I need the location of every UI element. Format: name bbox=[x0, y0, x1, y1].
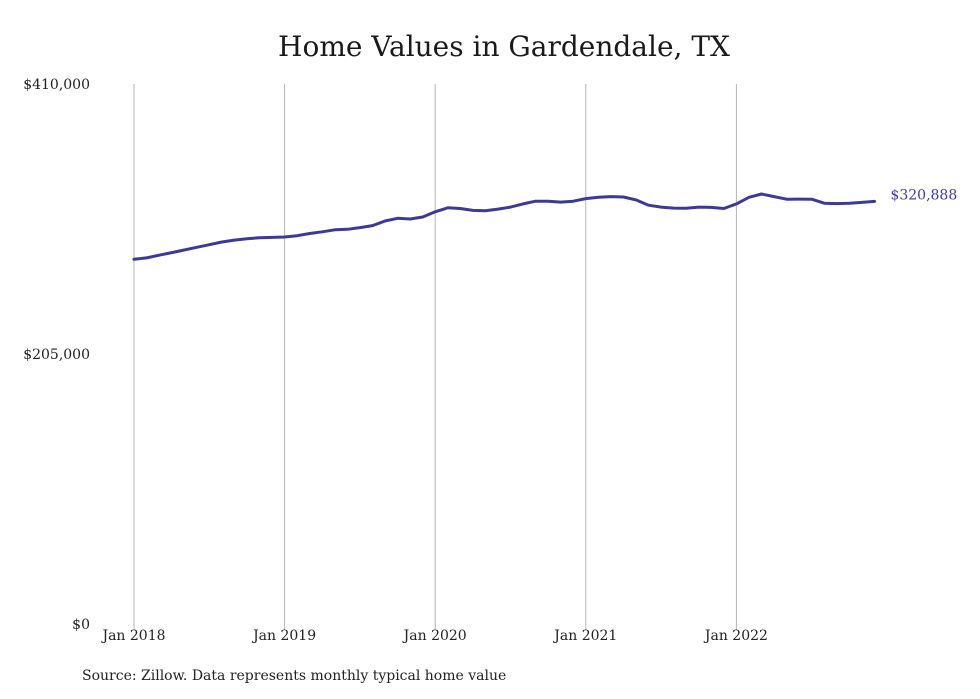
y-tick-label: $205,000 bbox=[23, 347, 90, 363]
y-axis-ticks: $0 $205,000 $410,000 bbox=[23, 77, 90, 633]
source-note: Source: Zillow. Data represents monthly … bbox=[82, 668, 507, 684]
y-tick-label: $0 bbox=[72, 617, 90, 633]
end-value-label: $320,888 bbox=[890, 187, 957, 203]
y-tick-label: $410,000 bbox=[23, 77, 90, 93]
x-tick-label: Jan 2018 bbox=[100, 628, 165, 644]
gridlines bbox=[133, 84, 737, 630]
series-line bbox=[132, 192, 876, 261]
x-tick-label: Jan 2019 bbox=[251, 628, 316, 644]
x-tick-label: Jan 2022 bbox=[703, 628, 768, 644]
x-axis-ticks: Jan 2018 Jan 2019 Jan 2020 Jan 2021 Jan 2022 bbox=[100, 628, 767, 644]
series-layer: $320,888 bbox=[132, 187, 957, 261]
x-tick-label: Jan 2021 bbox=[552, 628, 617, 644]
x-tick-label: Jan 2020 bbox=[402, 628, 467, 644]
chart-title: Home Values in Gardendale, TX bbox=[278, 30, 730, 63]
